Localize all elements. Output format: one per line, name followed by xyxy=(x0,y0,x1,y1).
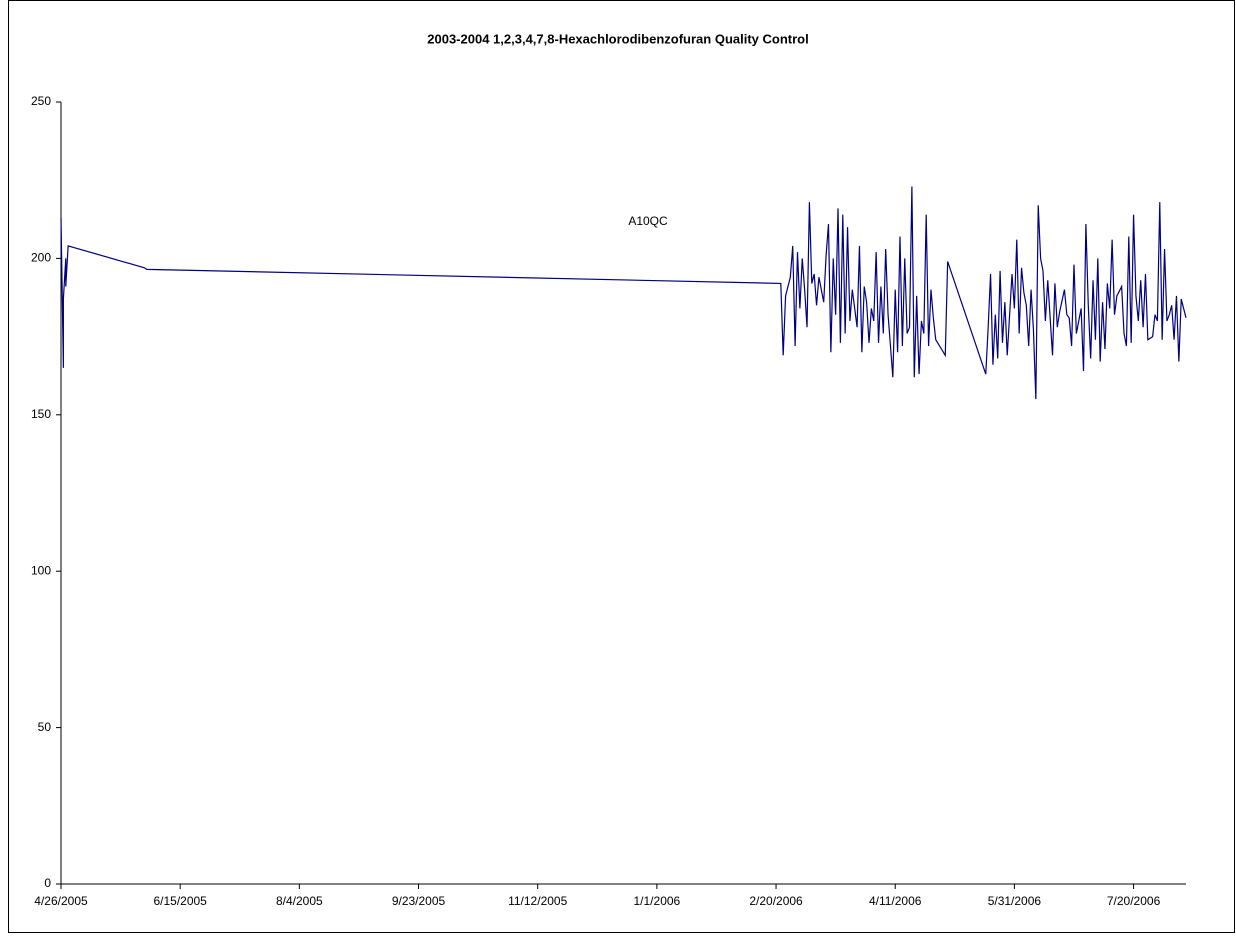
y-tick-label: 0 xyxy=(44,876,51,890)
x-tick-label: 7/20/2006 xyxy=(1107,894,1161,908)
x-tick-label: 4/11/2006 xyxy=(869,894,922,908)
x-tick-label: 11/12/2005 xyxy=(508,894,567,908)
y-tick-label: 50 xyxy=(38,720,52,734)
x-tick-label: 5/31/2006 xyxy=(988,894,1042,908)
data-line xyxy=(60,186,1187,400)
x-tick-label: 4/26/2005 xyxy=(34,894,88,908)
chart-frame xyxy=(8,0,1235,933)
x-tick-label: 6/15/2005 xyxy=(153,894,207,908)
x-tick-label: 2/20/2006 xyxy=(749,894,803,908)
x-tick-label: 8/4/2005 xyxy=(276,894,323,908)
chart-title: 2003-2004 1,2,3,4,7,8-Hexachlorodibenzof… xyxy=(427,31,808,46)
annotation: A10QC xyxy=(628,214,668,228)
x-tick-label: 9/23/2005 xyxy=(392,894,446,908)
y-tick-label: 200 xyxy=(31,251,51,265)
y-tick-label: 150 xyxy=(31,407,51,421)
y-tick-label: 100 xyxy=(31,563,51,577)
x-tick-label: 1/1/2006 xyxy=(634,894,681,908)
y-tick-label: 250 xyxy=(31,94,51,108)
